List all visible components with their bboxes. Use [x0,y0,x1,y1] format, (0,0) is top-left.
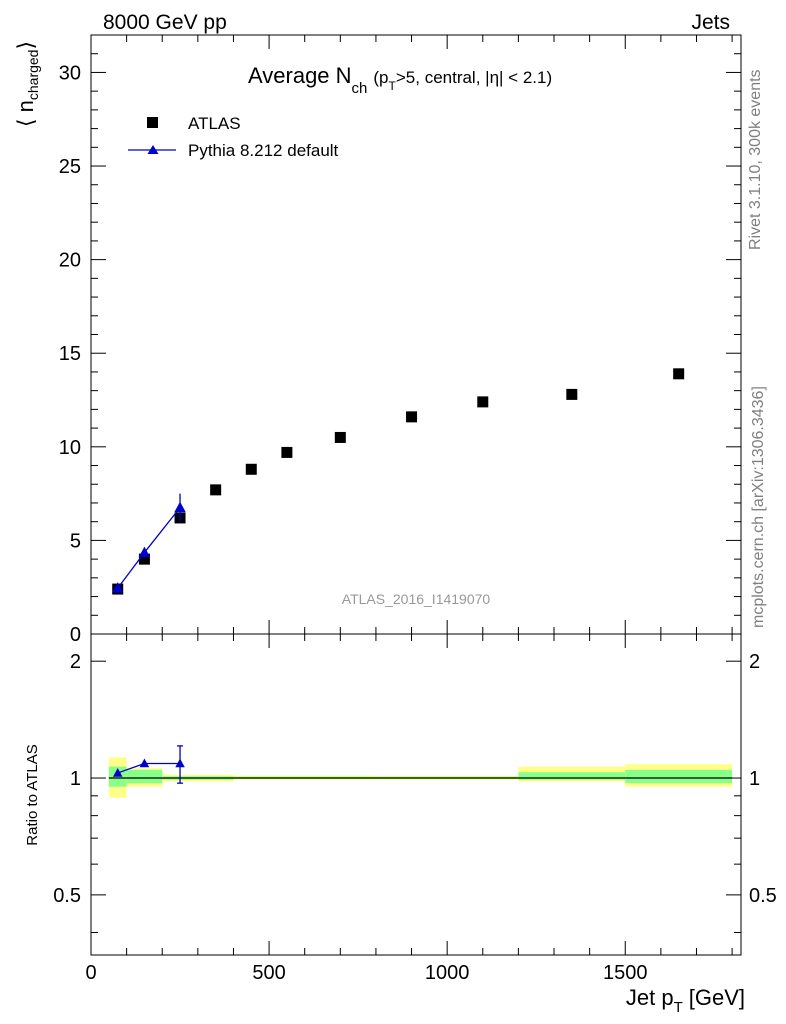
legend: ATLAS Pythia 8.212 default [128,114,339,160]
ratio-y-tick-label: 0.5 [53,885,81,907]
main-y-tick-label: 20 [59,250,81,272]
rivet-label: Rivet 3.1.10, 300k events [747,69,764,250]
main-y-axis-label: ⟨ ncharged⟩ [13,41,41,127]
x-axis-label: Jet pT [GeV] [626,985,745,1016]
band-inner [625,769,733,784]
main-y-tick-label: 30 [59,62,81,84]
ratio-y-tick-label: 2 [70,651,81,673]
atlas-data-point [210,484,222,496]
legend-data-marker [147,117,158,128]
ratio-y-tick-label: 1 [70,768,81,790]
legend-mc-marker [147,145,159,154]
atlas-data-point [281,446,293,458]
main-y-tick-label: 0 [70,624,81,646]
atlas-data-point [138,553,150,565]
main-y-tick-label: 25 [59,156,81,178]
pythia-point [138,546,151,558]
x-tick-label: 0 [85,962,96,984]
pythia-point [174,501,186,513]
ratio-panel-frame [90,633,742,956]
x-tick-label: 1000 [425,962,470,984]
main-y-tick-label: 10 [59,437,81,459]
atlas-data-point [406,411,418,423]
header-right: Jets [691,11,730,34]
ratio-y-axis-label: Ratio to ATLAS [24,744,41,845]
pythia-point [112,582,124,593]
ratio-pythia-point [112,768,123,777]
ratio-pythia-point [175,758,185,768]
analysis-watermark: ATLAS_2016_I1419070 [342,591,491,607]
atlas-data-point [477,396,489,408]
ratio-pythia-point [139,758,150,768]
ratio-y-tick-label-right: 1 [749,768,760,790]
legend-data-label: ATLAS [188,114,241,133]
main-y-tick-label: 5 [70,530,81,552]
main-y-tick-label: 15 [59,343,81,365]
atlas-data-point [673,368,685,380]
ratio-y-tick-label-right: 0.5 [749,885,777,907]
band-inner [126,769,163,784]
chart-title: Average Nch(pT>5, central, |η| < 2.1) [248,63,552,97]
ratio-panel-series [112,745,185,784]
ratio-panel-ticks: 0.5 0.5 1 1 2 2 0 500 1000 1500 [53,634,777,984]
atlas-data-point [245,463,257,475]
x-tick-label: 1500 [603,962,648,984]
mcplots-label: mcplots.cern.ch [arXiv:1306.3436] [750,386,767,628]
ratio-y-tick-label-right: 2 [749,651,760,673]
band-inner [518,772,626,780]
legend-mc-label: Pythia 8.212 default [188,141,339,160]
header-left: 8000 GeV pp [103,11,227,34]
ratio-uncertainty-bands [108,757,733,798]
atlas-data-point [334,431,346,443]
main-panel-ticks: 0 5 10 15 20 25 30 [59,34,741,646]
atlas-data-point [566,388,578,400]
x-tick-label: 500 [252,962,285,984]
main-panel-series [112,368,685,595]
